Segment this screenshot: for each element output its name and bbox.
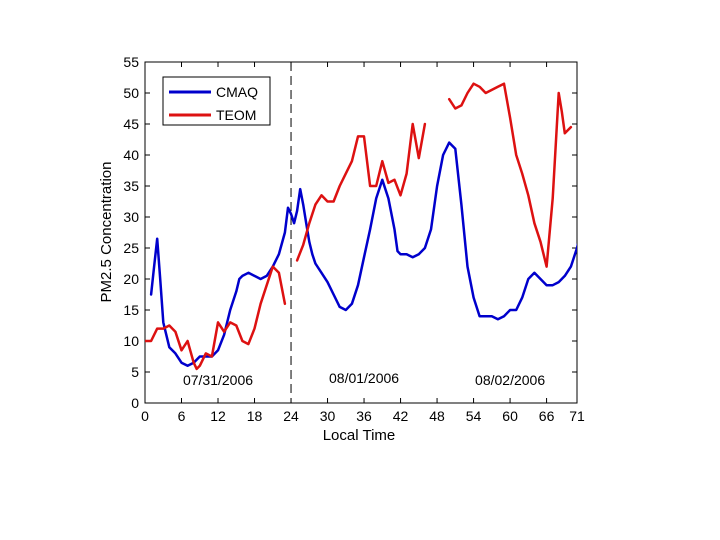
y-tick-label: 20 <box>123 271 139 287</box>
x-tick-label: 54 <box>466 408 482 424</box>
y-tick-label: 45 <box>123 116 139 132</box>
y-tick-label: 55 <box>123 54 139 70</box>
x-tick-label: 6 <box>178 408 186 424</box>
y-axis-title: PM2.5 Concentration <box>98 162 115 303</box>
x-tick-label: 48 <box>429 408 445 424</box>
x-tick-label: 66 <box>539 408 555 424</box>
x-tick-label: 18 <box>247 408 263 424</box>
y-tick-label: 15 <box>123 302 139 318</box>
x-axis-title: Local Time <box>323 427 396 444</box>
y-tick-label: 0 <box>131 395 139 411</box>
x-tick-label: 24 <box>283 408 299 424</box>
plot-area-frame <box>144 61 578 404</box>
x-tick-label: 36 <box>356 408 372 424</box>
y-tick-label: 35 <box>123 178 139 194</box>
date-label: 08/02/2006 <box>475 372 545 388</box>
legend-label-cmaq: CMAQ <box>216 84 258 100</box>
y-tick-label: 30 <box>123 209 139 225</box>
x-tick-label: 60 <box>502 408 518 424</box>
x-tick-label: 42 <box>393 408 409 424</box>
y-tick-label: 10 <box>123 333 139 349</box>
x-tick-label: 12 <box>210 408 226 424</box>
y-tick-label: 25 <box>123 240 139 256</box>
y-tick-label: 40 <box>123 147 139 163</box>
date-label: 08/01/2006 <box>329 370 399 386</box>
series-line-cmaq <box>149 141 577 368</box>
y-tick-label: 50 <box>123 85 139 101</box>
legend-label-teom: TEOM <box>216 107 256 123</box>
y-tick-label: 5 <box>131 364 139 380</box>
x-tick-label: 71 <box>569 408 585 424</box>
series-line-teom-segment-3 <box>447 82 573 268</box>
date-label: 07/31/2006 <box>183 372 253 388</box>
legend-box <box>162 76 271 126</box>
series-line-teom-segment-1 <box>145 265 287 371</box>
x-tick-label: 0 <box>141 408 149 424</box>
series-line-teom-segment-2 <box>295 122 427 262</box>
x-tick-label: 30 <box>320 408 336 424</box>
